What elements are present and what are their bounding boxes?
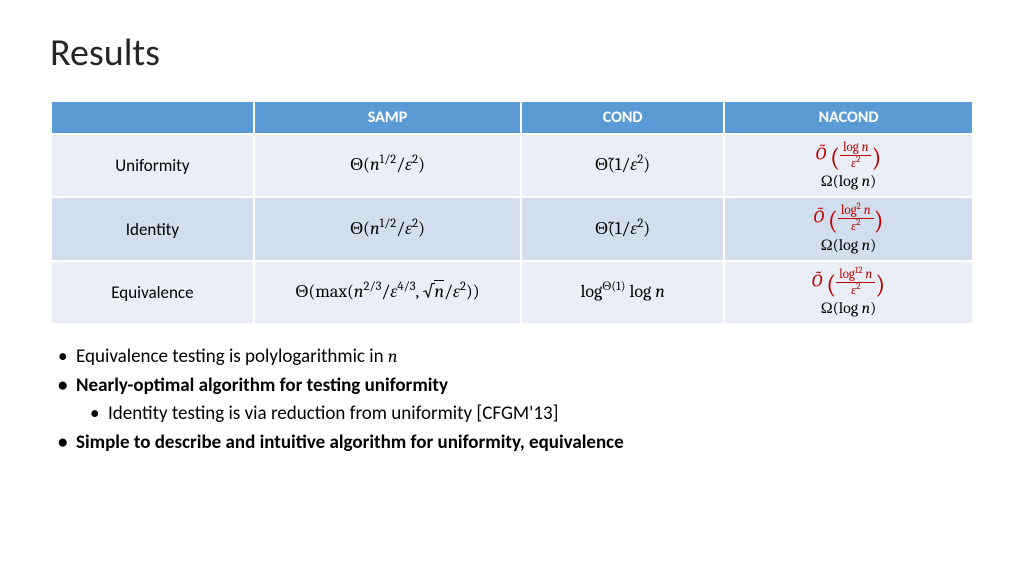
table-header-nacond: NACOND xyxy=(724,101,973,134)
bullet-item: Identity testing is via reduction from u… xyxy=(50,400,974,429)
cell-samp: Θ(n1/2/ε2) xyxy=(254,134,521,197)
bullet-ul: Equivalence testing is polylogarithmic i… xyxy=(50,343,974,457)
results-table: SAMPCONDNACOND UniformityΘ(n1/2/ε2)Θ̃(1/… xyxy=(50,100,974,325)
cell-cond: Θ̃(1/ε2) xyxy=(521,197,724,260)
table-row: UniformityΘ(n1/2/ε2)Θ̃(1/ε2)Õ (log nε2)Ω… xyxy=(51,134,973,197)
row-label: Identity xyxy=(51,197,254,260)
table-header-row: SAMPCONDNACOND xyxy=(51,101,973,134)
bullet-item: Equivalence testing is polylogarithmic i… xyxy=(50,343,974,372)
row-label: Uniformity xyxy=(51,134,254,197)
bullet-list: Equivalence testing is polylogarithmic i… xyxy=(50,343,974,457)
cell-cond: logΘ(1) log n xyxy=(521,261,724,324)
cell-samp: Θ(max(n2/3/ε4/3, √n/ε2)) xyxy=(254,261,521,324)
cell-nacond: Õ (log nε2)Ω(log n) xyxy=(724,134,973,197)
table-row: IdentityΘ(n1/2/ε2)Θ̃(1/ε2)Õ (log2 nε2)Ω(… xyxy=(51,197,973,260)
bullet-item: Simple to describe and intuitive algorit… xyxy=(50,429,974,458)
table-head: SAMPCONDNACOND xyxy=(51,101,973,134)
table-body: UniformityΘ(n1/2/ε2)Θ̃(1/ε2)Õ (log nε2)Ω… xyxy=(51,134,973,324)
bullet-item: Nearly-optimal algorithm for testing uni… xyxy=(50,372,974,401)
row-label: Equivalence xyxy=(51,261,254,324)
table-header-samp: SAMP xyxy=(254,101,521,134)
table-row: EquivalenceΘ(max(n2/3/ε4/3, √n/ε2))logΘ(… xyxy=(51,261,973,324)
slide-root: Results SAMPCONDNACOND UniformityΘ(n1/2/… xyxy=(0,0,1024,477)
table-header-empty xyxy=(51,101,254,134)
cell-samp: Θ(n1/2/ε2) xyxy=(254,197,521,260)
cell-nacond: Õ (log2 nε2)Ω(log n) xyxy=(724,197,973,260)
cell-cond: Θ̃(1/ε2) xyxy=(521,134,724,197)
table-header-cond: COND xyxy=(521,101,724,134)
slide-title: Results xyxy=(50,30,974,76)
cell-nacond: Õ (log12 nε2)Ω(log n) xyxy=(724,261,973,324)
